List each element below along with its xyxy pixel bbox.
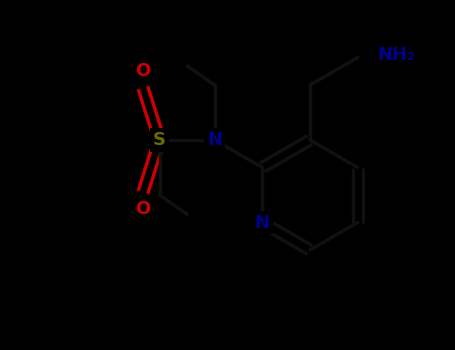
Text: N: N: [255, 214, 270, 231]
Text: S: S: [153, 131, 166, 149]
Text: O: O: [136, 200, 151, 218]
Text: NH₂: NH₂: [378, 46, 416, 63]
Text: N: N: [207, 131, 222, 149]
Text: O: O: [136, 62, 151, 80]
